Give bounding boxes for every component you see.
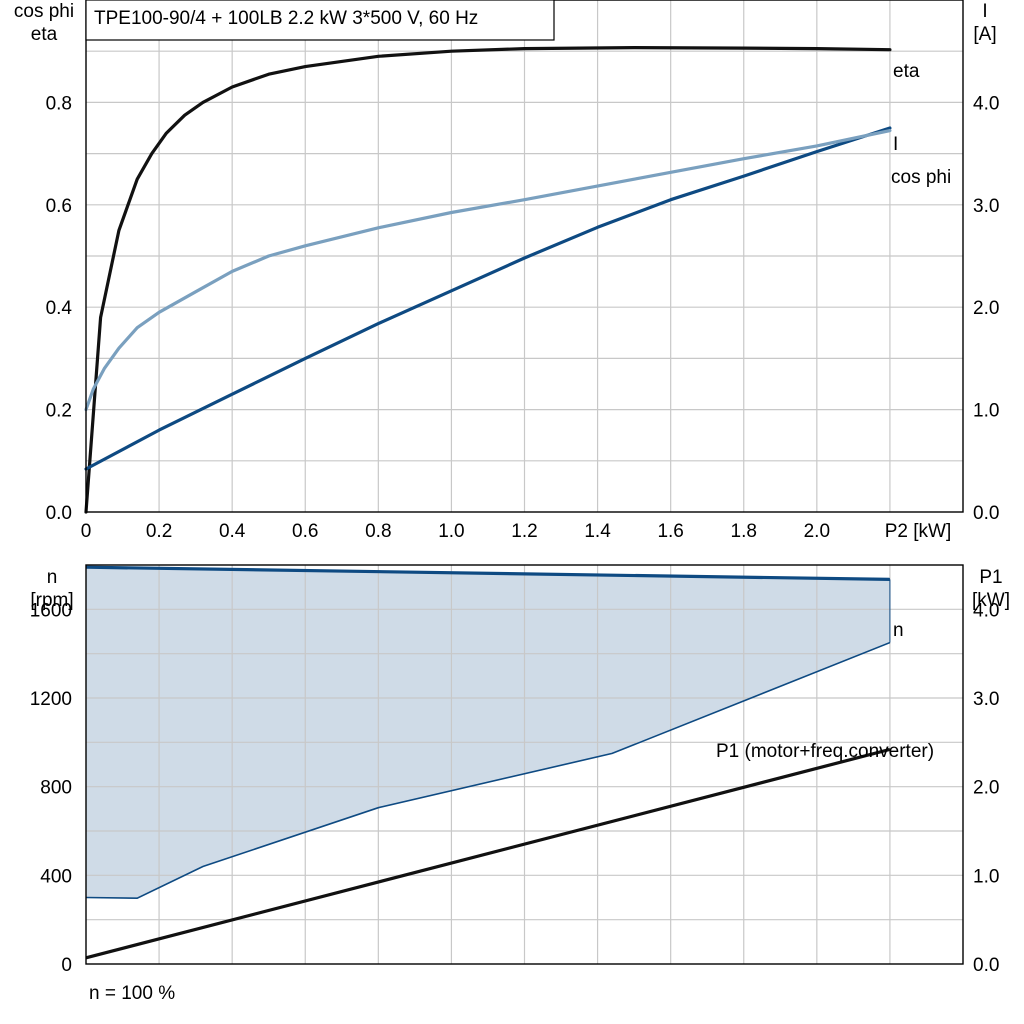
- x-tick-label: 0.8: [365, 521, 391, 542]
- speed-footnote: n = 100 %: [89, 983, 175, 1004]
- x-tick-label: 0: [81, 521, 92, 542]
- speed-range-lower-edge: [85, 641, 891, 900]
- top-left-tick-label: 0.0: [46, 503, 72, 524]
- current-curve: [84, 126, 892, 471]
- bottom-tick-labels: 0 400 800 1200 1600 0.0 1.0 2.0 3.0 4.0: [30, 600, 1000, 976]
- bottom-right-tick-label: 3.0: [973, 689, 999, 710]
- eta-curve: [84, 45, 892, 514]
- top-right-axis-label-2: [A]: [973, 24, 996, 45]
- speed-curve: [85, 565, 890, 581]
- x-tick-label: 1.2: [511, 521, 537, 542]
- top-right-tick-label: 2.0: [973, 298, 999, 319]
- x-tick-label: 1.8: [731, 521, 757, 542]
- bottom-right-axis-label-2: [kW]: [972, 590, 1010, 611]
- bottom-series: [85, 565, 891, 960]
- bottom-left-tick-label: 400: [40, 866, 72, 887]
- top-left-tick-label: 0.2: [46, 401, 72, 422]
- bottom-left-tick-label: 1600: [30, 600, 72, 621]
- cosphi-curve: [84, 129, 892, 412]
- series-label-p1: P1 (motor+freq.converter): [716, 741, 934, 762]
- speed-range-band: [86, 567, 890, 899]
- top-right-tick-label: 3.0: [973, 196, 999, 217]
- x-axis-label: P2 [kW]: [885, 521, 952, 542]
- series-label-current: I: [893, 134, 898, 155]
- top-left-tick-label: 0.4: [46, 298, 73, 319]
- bottom-right-axis-label-1: P1: [979, 567, 1002, 588]
- top-right-tick-label: 0.0: [973, 503, 999, 524]
- top-right-tick-label: 1.0: [973, 401, 999, 422]
- x-tick-label: 1.6: [657, 521, 683, 542]
- top-left-axis-label-2: eta: [31, 24, 58, 45]
- top-left-tick-label: 0.6: [46, 196, 72, 217]
- series-label-eta: eta: [893, 61, 920, 82]
- chart-title: TPE100-90/4 + 100LB 2.2 kW 3*500 V, 60 H…: [94, 8, 478, 29]
- bottom-left-tick-label: 1200: [30, 689, 72, 710]
- x-tick-label: 2.0: [804, 521, 830, 542]
- top-left-axis-label-1: cos phi: [14, 1, 74, 22]
- x-tick-label: 0.2: [146, 521, 172, 542]
- top-left-tick-label: 0.8: [46, 93, 72, 114]
- title-box: [85, 0, 555, 41]
- x-tick-label: 1.0: [438, 521, 464, 542]
- x-tick-label: 1.4: [584, 521, 611, 542]
- x-tick-label: 0.6: [292, 521, 318, 542]
- bottom-chart-panel: n [rpm] P1 [kW] n P1 (motor+freq.convert…: [30, 564, 1010, 1004]
- bottom-left-axis-label-2: [rpm]: [30, 590, 73, 611]
- x-tick-label: 0.4: [219, 521, 246, 542]
- bottom-right-tick-label: 1.0: [973, 866, 999, 887]
- bottom-right-tick-label: 2.0: [973, 778, 999, 799]
- bottom-right-tick-label: 0.0: [973, 955, 999, 976]
- top-right-tick-label: 4.0: [973, 93, 999, 114]
- top-series: [84, 45, 892, 514]
- bottom-left-tick-label: 800: [40, 778, 72, 799]
- series-label-cosphi: cos phi: [891, 167, 951, 188]
- top-tick-labels: 0 0.2 0.4 0.6 0.8 1.0 1.2 1.4 1.6 1.8 2.0 0.0 0.2 0.4…: [46, 93, 1000, 542]
- bottom-right-tick-label: 4.0: [973, 600, 999, 621]
- top-chart-panel: TPE100-90/4 + 100LB 2.2 kW 3*500 V, 60 H…: [14, 0, 1000, 542]
- top-plot-frame: [85, 0, 964, 513]
- bottom-grid: [86, 565, 963, 964]
- speed-range-fill: [86, 567, 890, 899]
- bottom-left-tick-label: 0: [61, 955, 72, 976]
- top-grid: [86, 0, 963, 512]
- bottom-plot-frame: [85, 564, 964, 965]
- p1-curve: [85, 747, 891, 960]
- top-right-axis-label-1: I: [982, 1, 987, 22]
- bottom-left-axis-label-1: n: [47, 567, 58, 588]
- series-label-speed: n: [893, 620, 904, 641]
